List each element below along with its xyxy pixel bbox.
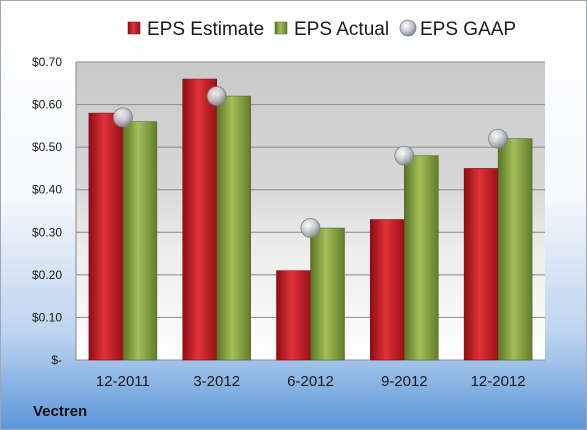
marker-eps-gaap bbox=[300, 218, 321, 238]
bar-eps-actual bbox=[310, 227, 345, 361]
bar-eps-estimate bbox=[370, 219, 405, 361]
bar-eps-estimate bbox=[182, 78, 217, 361]
x-axis: 12-2011 3-2012 6-2012 9-2012 12-2012 bbox=[96, 373, 526, 390]
y-tick-label: $0.70 bbox=[32, 55, 62, 69]
legend-swatch-gaap bbox=[399, 19, 417, 37]
company-label: Vectren bbox=[33, 403, 87, 420]
y-tick-label: $0.10 bbox=[32, 310, 62, 324]
legend: EPS Estimate EPS Actual EPS GAAP bbox=[127, 19, 516, 40]
marker-eps-gaap bbox=[394, 145, 415, 166]
x-tick-label: 12-2011 bbox=[96, 373, 150, 390]
legend-label: EPS GAAP bbox=[420, 19, 516, 40]
y-tick-label: $0.50 bbox=[32, 140, 62, 154]
x-tick-label: 6-2012 bbox=[287, 373, 334, 390]
x-tick-label: 3-2012 bbox=[193, 373, 240, 390]
bar-eps-actual bbox=[497, 138, 533, 361]
legend-label: EPS Estimate bbox=[147, 19, 264, 40]
marker-eps-gaap bbox=[206, 86, 227, 106]
y-axis: $- $0.10 $0.20 $0.30 $0.40 $0.50 $0.60 $0.70 bbox=[32, 55, 62, 367]
bar-eps-actual bbox=[122, 121, 158, 361]
legend-label: EPS Actual bbox=[294, 19, 389, 40]
bars bbox=[88, 78, 533, 361]
y-tick-label: $0.60 bbox=[32, 98, 62, 112]
bar-eps-actual bbox=[216, 95, 251, 361]
y-tick-label: $- bbox=[51, 353, 62, 367]
marker-eps-gaap bbox=[113, 107, 133, 128]
legend-swatch-actual bbox=[274, 21, 288, 35]
x-tick-label: 9-2012 bbox=[381, 373, 428, 390]
y-tick-label: $0.40 bbox=[32, 183, 62, 197]
x-tick-label: 12-2012 bbox=[471, 373, 526, 390]
bar-eps-estimate bbox=[88, 112, 124, 361]
bar-eps-estimate bbox=[276, 270, 311, 361]
y-tick-label: $0.30 bbox=[32, 225, 62, 239]
legend-swatch-estimate bbox=[127, 21, 141, 35]
y-tick-label: $0.20 bbox=[32, 268, 62, 282]
gaap-markers bbox=[113, 86, 509, 238]
bar-eps-estimate bbox=[463, 168, 499, 361]
bar-eps-actual bbox=[404, 155, 439, 361]
marker-eps-gaap bbox=[488, 128, 509, 149]
